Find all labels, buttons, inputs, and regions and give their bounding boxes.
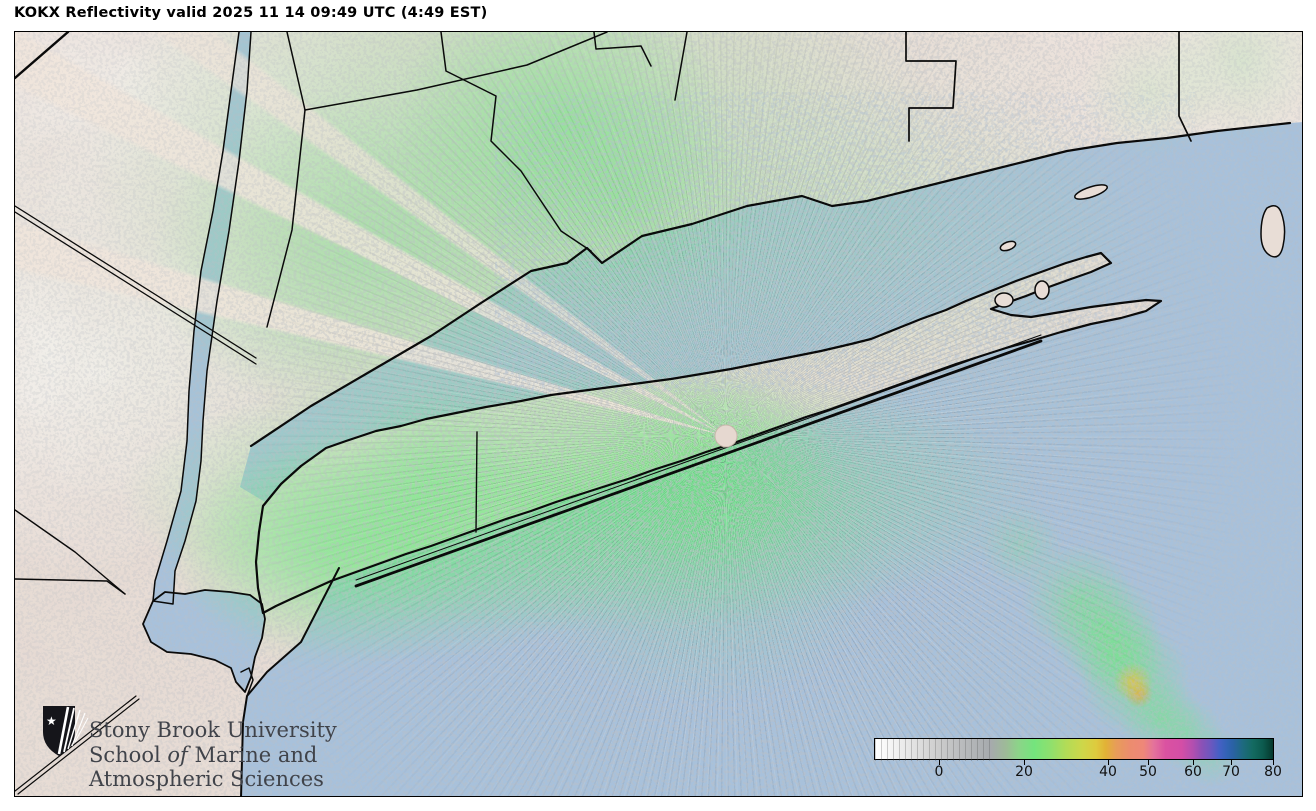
county-border-li	[475, 431, 478, 533]
radar-center-dot	[714, 424, 738, 448]
county-border-nj-2	[15, 509, 126, 595]
shield-star: ★	[46, 714, 57, 728]
sbu-logo: ★ Stony Brook University School of Marin…	[41, 704, 361, 794]
colorbar-tick	[1193, 760, 1195, 765]
reflectivity-colorbar: 0 20 40 50 60 70 80	[874, 738, 1282, 784]
colorbar-tick	[1148, 760, 1150, 765]
logo-line-3: Atmospheric Sciences	[89, 767, 324, 791]
state-border-ny-nj	[15, 205, 257, 359]
county-border-ct-2	[304, 32, 608, 111]
page-title: KOKX Reflectivity valid 2025 11 14 09:49…	[14, 5, 488, 21]
colorbar-tick-label: 0	[934, 764, 944, 780]
county-border-ri	[1178, 32, 1192, 142]
islands	[994, 184, 1286, 308]
barrier-island-line-inner	[355, 334, 1042, 581]
county-border-nj-1	[15, 578, 126, 595]
corner-border	[15, 32, 70, 80]
fishers-island	[1074, 184, 1108, 200]
hudson-river-banks	[152, 32, 252, 605]
county-border-nj-4	[17, 698, 140, 795]
county-border-ct-5	[674, 32, 688, 101]
county-border-ct-ri	[905, 32, 957, 142]
harbor-bay-shoreline	[142, 589, 266, 693]
county-border-nj-3	[15, 695, 137, 792]
logo-text: Stony Brook University School of Marine …	[89, 718, 337, 792]
colorbar-tick	[1024, 760, 1026, 765]
colorbar-tick	[939, 760, 941, 765]
county-border-ct-4	[593, 32, 652, 67]
colorbar-tick	[1273, 760, 1275, 765]
county-border-ct-3	[440, 32, 592, 252]
block-island	[1260, 205, 1286, 258]
colorbar-tick-label: 60	[1184, 764, 1202, 780]
radar-map: ★ Stony Brook University School of Marin…	[14, 31, 1303, 797]
colorbar-tick	[1108, 760, 1110, 765]
clutter-speckle-layer	[15, 32, 1302, 796]
sbu-shield-icon: ★	[43, 706, 89, 756]
connecticut-coastline	[249, 121, 1292, 448]
colorbar-tick	[1231, 760, 1233, 765]
state-border-ny-nj-2	[15, 211, 257, 365]
shield-rays	[57, 706, 89, 755]
blue-speckle-ocean	[975, 312, 1302, 796]
sandy-hook-spit	[240, 667, 254, 697]
barrier-island-line	[354, 339, 1043, 588]
plum-island	[999, 240, 1017, 252]
county-border-ct-1	[266, 32, 306, 328]
logo-line-2: School of Marine and	[89, 742, 318, 767]
colorbar-tick-label: 20	[1015, 764, 1033, 780]
gardiners-island	[1034, 280, 1050, 300]
colorbar-tick-label: 50	[1139, 764, 1157, 780]
new-jersey-coastline	[240, 567, 340, 796]
colorbar-tick-label: 70	[1222, 764, 1240, 780]
shelter-island	[994, 292, 1014, 308]
colorbar-gradient	[874, 738, 1274, 761]
colorbar-tick-label: 80	[1264, 764, 1282, 780]
long-island-coastline	[254, 251, 1163, 615]
logo-line-1: Stony Brook University	[89, 718, 337, 742]
boundary-layer	[15, 32, 1292, 796]
colorbar-tick-label: 40	[1099, 764, 1117, 780]
colorbar-stripes	[875, 739, 991, 761]
